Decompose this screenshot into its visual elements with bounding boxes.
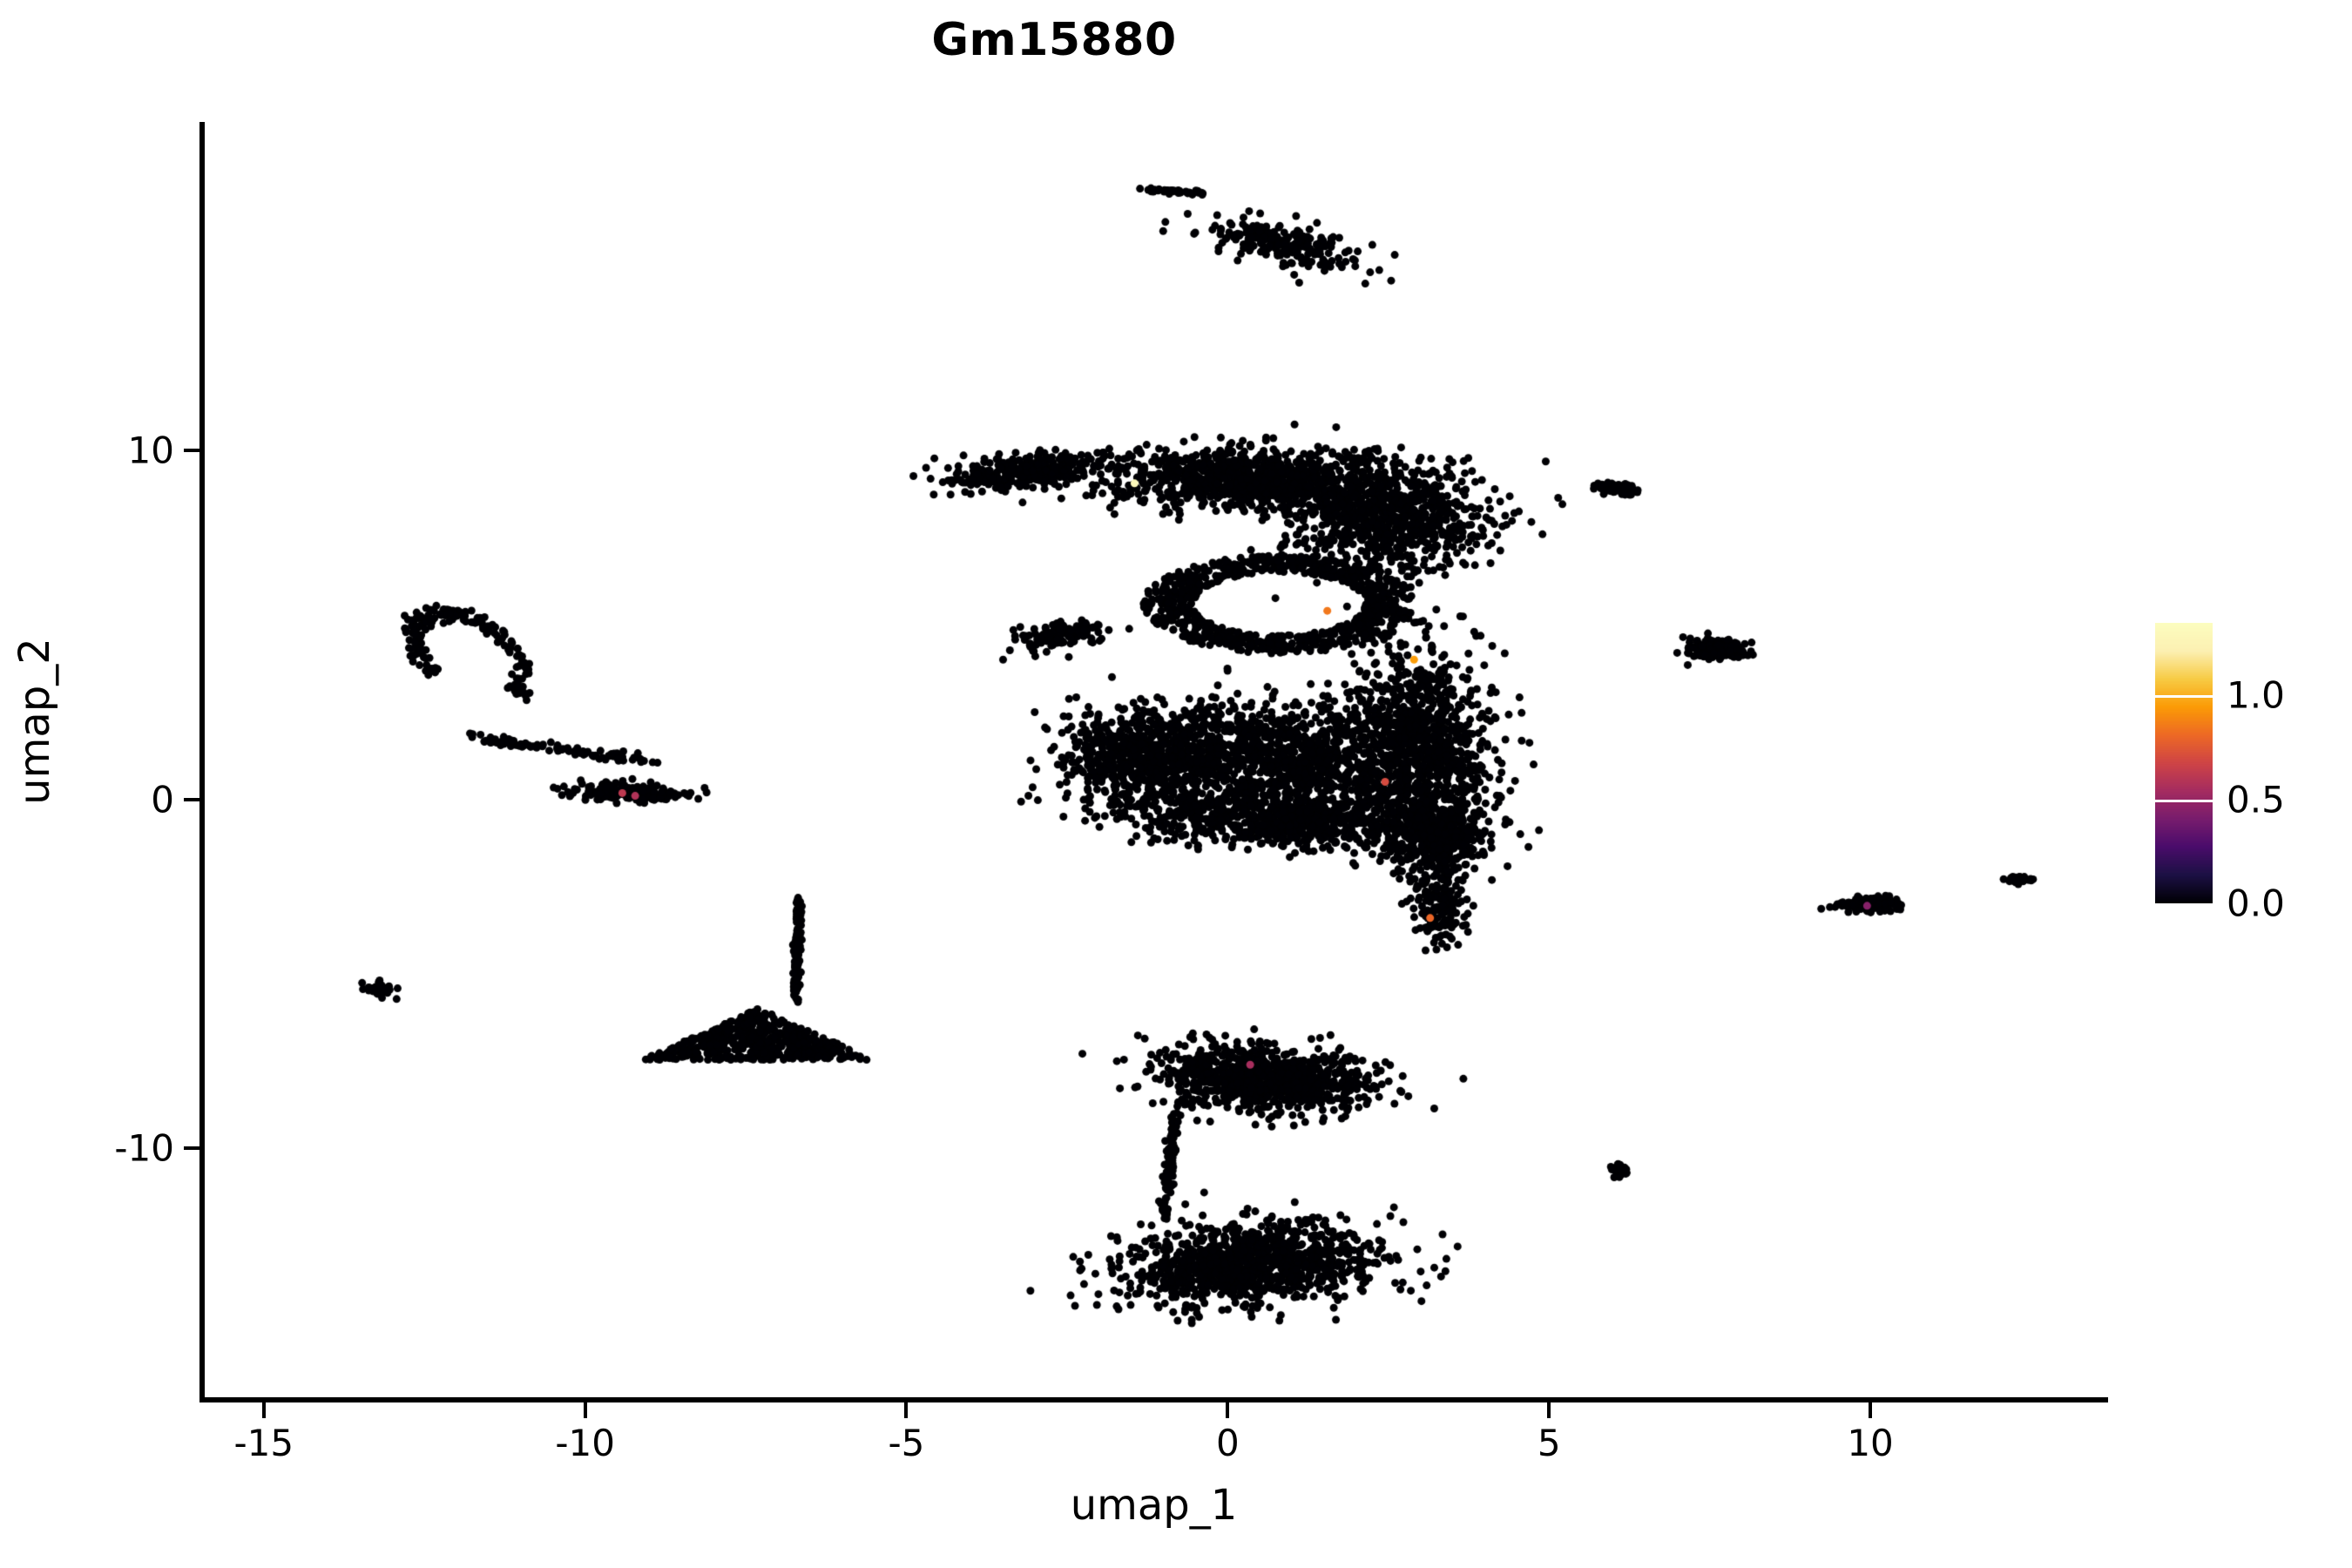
x-tick-label: 0 xyxy=(1215,1422,1240,1464)
y-axis-spine xyxy=(199,122,205,1402)
x-tick-mark xyxy=(261,1402,266,1418)
colorbar-tick-mark xyxy=(2155,800,2213,802)
colorbar-tick-label: 0.0 xyxy=(2227,882,2285,925)
x-tick-mark xyxy=(904,1402,909,1418)
colorbar-tick-label: 1.0 xyxy=(2227,673,2285,717)
colorbar[interactable]: 0.0 0.5 1.0 xyxy=(2155,623,2347,925)
colorbar-gradient xyxy=(2155,623,2213,903)
y-tick-label: 10 xyxy=(127,429,174,472)
x-tick-mark xyxy=(1226,1402,1230,1418)
x-axis-label: umap_1 xyxy=(1070,1481,1238,1530)
y-tick-label: -10 xyxy=(114,1126,174,1170)
y-tick-mark xyxy=(184,448,199,452)
scatter-plot-axes[interactable] xyxy=(199,122,2108,1400)
x-tick-label: -15 xyxy=(233,1422,294,1464)
x-tick-label: 10 xyxy=(1847,1422,1894,1464)
y-tick-mark xyxy=(184,797,199,801)
umap-scatter-points[interactable] xyxy=(199,122,2108,1400)
colorbar-tick-label: 0.5 xyxy=(2227,778,2285,821)
y-axis-label: umap_2 xyxy=(10,638,59,805)
x-tick-mark xyxy=(583,1402,587,1418)
page-title: Gm15880 xyxy=(931,14,1177,66)
y-tick-label: 0 xyxy=(151,778,174,821)
x-tick-label: 5 xyxy=(1537,1422,1561,1464)
x-tick-label: -5 xyxy=(888,1422,925,1464)
x-axis-spine xyxy=(199,1397,2108,1402)
y-tick-mark xyxy=(184,1146,199,1151)
x-tick-label: -10 xyxy=(555,1422,615,1464)
colorbar-tick-mark xyxy=(2155,695,2213,698)
x-tick-mark xyxy=(1869,1402,1873,1418)
x-tick-mark xyxy=(1547,1402,1551,1418)
